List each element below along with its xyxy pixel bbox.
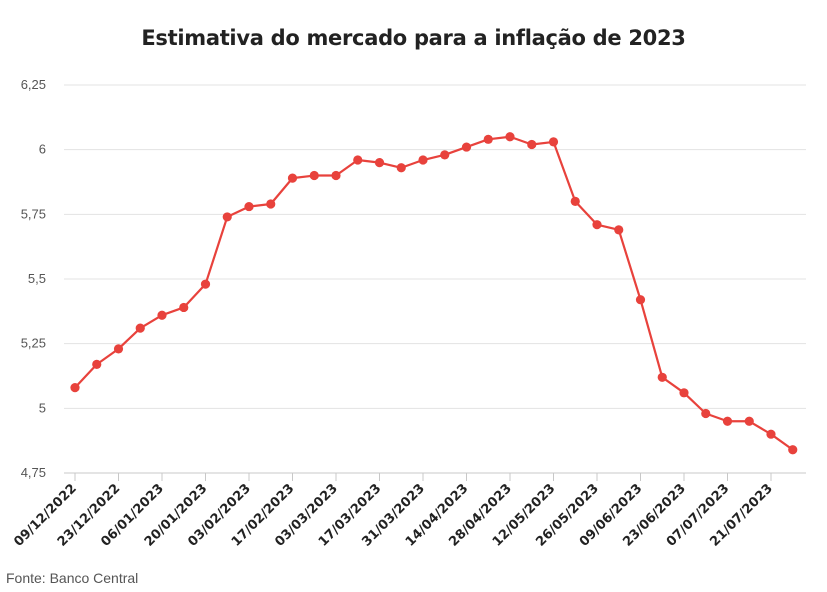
series-line — [74, 135, 794, 451]
data-point — [548, 137, 559, 147]
data-point — [701, 408, 711, 419]
y-tick-label: 5,5 — [28, 271, 46, 286]
x-axis-labels: 09/12/202223/12/202206/01/202320/01/2023… — [11, 481, 775, 549]
data-point — [461, 142, 472, 152]
data-point — [788, 445, 798, 455]
data-point — [592, 220, 602, 230]
data-point — [635, 295, 646, 305]
data-point — [440, 150, 450, 160]
data-point — [744, 416, 754, 426]
y-tick-label: 6 — [39, 142, 46, 157]
y-tick-label: 6,25 — [21, 77, 46, 92]
data-point — [331, 170, 341, 181]
data-point — [657, 372, 667, 382]
data-point — [505, 132, 515, 142]
data-point — [418, 155, 428, 165]
chart-title: Estimativa do mercado para a inflação de… — [141, 26, 686, 50]
data-point — [614, 225, 624, 235]
data-point — [679, 388, 689, 398]
data-point — [179, 302, 189, 313]
data-point — [353, 155, 363, 165]
y-tick-label: 4,75 — [21, 465, 46, 480]
series-line-layer — [74, 135, 794, 451]
y-axis-labels: 4,75 5 5,25 5,5 5,75 6 6,25 — [21, 77, 46, 480]
data-point — [244, 201, 254, 212]
data-point — [396, 163, 406, 173]
data-point — [570, 196, 580, 206]
source-note: Fonte: Banco Central — [6, 570, 139, 586]
y-tick-label: 5,25 — [21, 336, 46, 351]
data-point — [135, 323, 145, 333]
data-point — [722, 416, 733, 426]
x-axis — [64, 472, 806, 481]
data-point — [483, 134, 493, 144]
data-point — [374, 158, 385, 168]
data-point — [309, 170, 319, 181]
data-point — [70, 383, 80, 393]
data-points — [70, 132, 798, 455]
data-point — [157, 310, 167, 320]
data-point — [92, 359, 102, 369]
data-point — [766, 429, 776, 439]
data-point — [287, 173, 298, 183]
data-point — [266, 199, 276, 209]
data-point — [527, 139, 537, 150]
data-point — [200, 279, 211, 289]
gridlines — [64, 84, 806, 409]
data-point — [113, 344, 124, 354]
y-tick-label: 5 — [39, 400, 46, 415]
y-tick-label: 5,75 — [21, 206, 46, 221]
data-point — [222, 212, 232, 222]
